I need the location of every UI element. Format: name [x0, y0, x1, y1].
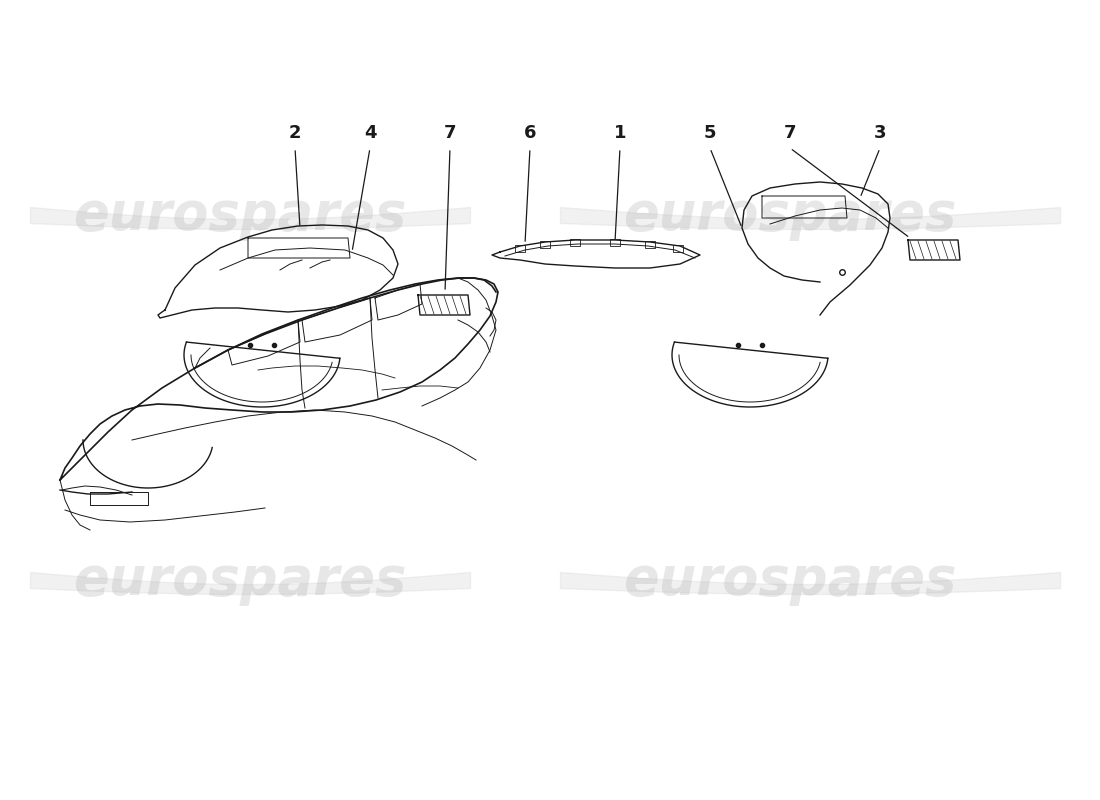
Text: 1: 1 — [614, 124, 626, 142]
Bar — [610, 239, 620, 246]
Text: eurospares: eurospares — [624, 554, 957, 606]
Text: eurospares: eurospares — [74, 189, 407, 241]
Bar — [570, 239, 580, 246]
Text: 7: 7 — [443, 124, 456, 142]
Text: 6: 6 — [524, 124, 537, 142]
Text: 5: 5 — [704, 124, 716, 142]
Text: 2: 2 — [288, 124, 301, 142]
Bar — [673, 245, 683, 252]
Bar — [515, 245, 525, 252]
Text: eurospares: eurospares — [624, 189, 957, 241]
Bar — [540, 241, 550, 248]
Text: 7: 7 — [783, 124, 796, 142]
Text: eurospares: eurospares — [74, 554, 407, 606]
Text: 4: 4 — [364, 124, 376, 142]
Text: 3: 3 — [873, 124, 887, 142]
Bar — [645, 241, 654, 248]
